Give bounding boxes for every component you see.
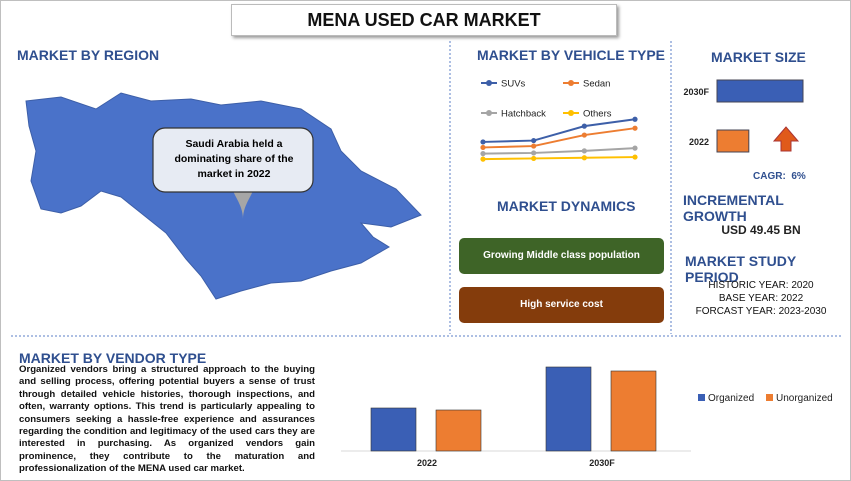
bar [716,79,804,103]
point [531,150,537,156]
point [480,144,486,151]
point [480,139,486,145]
series-line [482,147,636,155]
point [632,125,638,131]
legend-label: Unorganized [776,393,833,404]
legend-label: Others [583,109,612,120]
point [581,132,587,138]
legend-label: Organized [708,393,754,404]
legend-marker [568,80,574,86]
bar [610,370,657,452]
legend-swatch [698,394,705,401]
region-map [25,92,422,300]
bar [435,409,482,452]
bar [370,407,417,452]
dynamic-driver: Growing Middle class population [459,238,664,274]
vehicle-chart: SUVs Sedan Hatchback Others [480,79,638,162]
series-line [482,118,636,143]
growth-value: USD 49.45 BN [721,223,801,237]
bar [545,366,592,452]
dynamic-challenge: High service cost [459,287,664,323]
series-line [482,127,636,149]
cagr: CAGR: 6% [753,171,806,182]
category-label: 2022 [689,137,709,147]
period: HISTORIC YEAR: 2020 [708,280,814,291]
legend-marker [568,110,574,116]
vendor-text: Organized vendors bring a structured app… [19,364,315,475]
point [632,145,638,151]
point [531,143,537,149]
period: FORCAST YEAR: 2023-2030 [695,306,827,317]
callout: Saudi Arabia held a dominating share of … [174,138,294,180]
bar [716,129,750,153]
point [581,123,587,129]
period: BASE YEAR: 2022 [718,293,804,304]
point [531,155,537,162]
point [632,116,638,122]
point [531,137,537,144]
legend-marker [486,80,492,86]
heading: MARKET BY VEHICLE TYPE [477,47,665,63]
heading: MARKET BY REGION [17,47,160,63]
x-tick-label: 2030F [589,458,615,468]
point [632,154,638,160]
callout-box [152,127,314,193]
legend-label: SUVs [501,79,526,90]
heading: MARKET BY VENDOR TYPE [19,350,207,366]
x-tick-label: 2022 [417,458,437,468]
legend-swatch [766,394,773,401]
heading: INCREMENTAL GROWTH [683,192,784,224]
title: MENA USED CAR MARKET [231,4,617,36]
size-chart: 2030F 2022 [683,79,804,153]
point [581,148,587,154]
legend-label: Sedan [583,79,610,90]
point [480,151,486,157]
heading: MARKET STUDY PERIOD [685,253,796,285]
legend-marker [486,110,492,116]
legend-label: Hatchback [501,109,546,120]
series-line [482,156,636,161]
vendor-chart: 2022 2030F Organized Unorganized [341,366,833,468]
point [480,156,486,162]
point [581,155,587,161]
heading: MARKET DYNAMICS [497,198,636,214]
growth-arrow [772,126,800,152]
category-label: 2030F [683,87,709,97]
heading: MARKET SIZE [711,49,806,65]
